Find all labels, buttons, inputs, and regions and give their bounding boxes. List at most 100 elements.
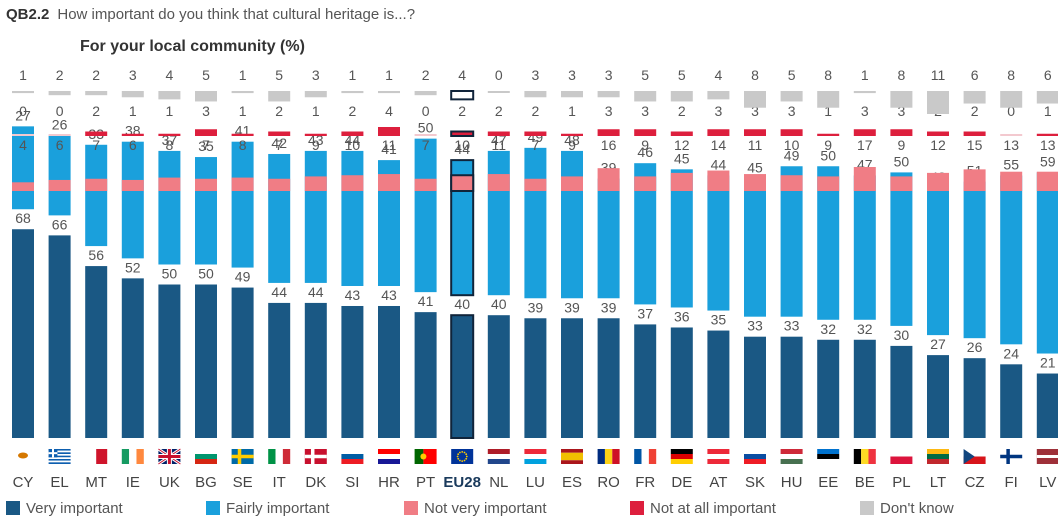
bar-not-at-all-important-si bbox=[341, 131, 364, 136]
bar-fairly-important-bg bbox=[195, 157, 217, 265]
bar-dont-know-dk bbox=[304, 91, 327, 98]
bar-not-at-all-important-lv bbox=[1036, 133, 1058, 136]
value-dont-know-hr: 1 bbox=[385, 67, 393, 83]
category-label-be: BE bbox=[855, 474, 875, 491]
bar-not-very-important-be bbox=[853, 167, 876, 191]
value-fairly-important-cy: 27 bbox=[15, 107, 31, 123]
value-very-important-el: 66 bbox=[52, 216, 68, 232]
value-dont-know-nl: 0 bbox=[495, 67, 503, 83]
bar-dont-know-fr bbox=[634, 91, 657, 102]
value-not-very-important-es: 9 bbox=[568, 137, 576, 153]
category-label-uk: UK bbox=[159, 474, 180, 491]
category-label-pt: PT bbox=[416, 474, 435, 491]
bar-not-at-all-important-ie bbox=[121, 133, 144, 136]
bar-not-at-all-important-hu bbox=[780, 129, 803, 136]
bar-very-important-dk bbox=[304, 302, 327, 438]
bar-not-very-important-bg bbox=[195, 178, 217, 191]
value-not-at-all-important-es: 1 bbox=[568, 103, 576, 119]
bar-dont-know-se bbox=[231, 91, 254, 94]
value-not-very-important-fi: 13 bbox=[1003, 137, 1019, 153]
value-dont-know-fr: 5 bbox=[641, 67, 649, 83]
value-not-at-all-important-uk: 1 bbox=[166, 103, 174, 119]
value-very-important-pt: 41 bbox=[418, 293, 434, 309]
bar-not-at-all-important-pt bbox=[414, 134, 437, 136]
bar-dont-know-it bbox=[268, 91, 291, 102]
flag-pl-icon bbox=[890, 449, 913, 464]
bar-not-very-important-sk bbox=[744, 174, 766, 191]
flag-at-icon bbox=[707, 449, 730, 464]
value-very-important-hr: 43 bbox=[381, 287, 397, 303]
value-dont-know-se: 1 bbox=[239, 67, 247, 83]
category-label-de: DE bbox=[671, 474, 692, 491]
bar-very-important-hr bbox=[378, 305, 400, 438]
value-not-very-important-ro: 16 bbox=[601, 137, 617, 153]
value-not-at-all-important-el: 0 bbox=[56, 103, 64, 119]
value-not-very-important-si: 10 bbox=[345, 137, 361, 153]
value-not-at-all-important-pt: 0 bbox=[422, 103, 430, 119]
flag-dk-icon bbox=[304, 449, 327, 464]
bar-very-important-lv bbox=[1036, 373, 1058, 438]
value-very-important-de: 36 bbox=[674, 308, 690, 324]
value-not-very-important-it: 7 bbox=[275, 137, 283, 153]
bar-very-important-es bbox=[561, 318, 583, 438]
value-not-at-all-important-cy: 0 bbox=[19, 103, 27, 119]
value-not-very-important-de: 12 bbox=[674, 137, 690, 153]
value-not-very-important-lu: 7 bbox=[532, 137, 540, 153]
value-dont-know-cy: 1 bbox=[19, 67, 27, 83]
bar-fairly-important-si bbox=[341, 150, 364, 286]
value-not-at-all-important-ee: 1 bbox=[824, 103, 832, 119]
value-not-very-important-cz: 15 bbox=[967, 137, 983, 153]
flag-cy-icon bbox=[12, 449, 34, 464]
bar-dont-know-de bbox=[670, 91, 693, 102]
bar-not-very-important-el bbox=[48, 179, 71, 191]
value-not-at-all-important-mt: 2 bbox=[92, 103, 100, 119]
legend-item-fairly-important: Fairly important bbox=[206, 500, 329, 517]
bar-fairly-important-pl bbox=[890, 172, 913, 326]
bar-dont-know-sk bbox=[744, 91, 766, 108]
bar-dont-know-lu bbox=[524, 91, 547, 98]
bar-fairly-important-de bbox=[670, 169, 693, 308]
bar-not-at-all-important-cz bbox=[963, 131, 986, 136]
bar-not-at-all-important-el bbox=[48, 134, 71, 136]
value-dont-know-el: 2 bbox=[56, 67, 64, 83]
flag-es-icon bbox=[561, 449, 583, 464]
bar-very-important-hu bbox=[780, 336, 803, 438]
bar-very-important-fr bbox=[634, 324, 657, 438]
flag-hu-icon bbox=[780, 449, 803, 464]
bar-not-very-important-fi bbox=[1000, 171, 1023, 191]
value-fairly-important-fr: 46 bbox=[637, 144, 653, 160]
category-label-lu: LU bbox=[526, 474, 545, 491]
value-not-at-all-important-si: 2 bbox=[349, 103, 357, 119]
value-not-very-important-nl: 11 bbox=[492, 137, 507, 153]
bar-not-very-important-uk bbox=[158, 177, 181, 191]
value-not-very-important-hr: 11 bbox=[382, 137, 397, 153]
bar-dont-know-si bbox=[341, 91, 364, 94]
bar-not-at-all-important-it bbox=[268, 131, 291, 136]
bar-fairly-important-nl bbox=[487, 150, 510, 296]
bar-dont-know-hu bbox=[780, 91, 803, 102]
bar-dont-know-fi bbox=[1000, 91, 1023, 108]
bar-very-important-nl bbox=[487, 315, 510, 438]
value-very-important-se: 49 bbox=[235, 269, 251, 285]
value-not-at-all-important-pl: 3 bbox=[898, 103, 906, 119]
value-very-important-uk: 50 bbox=[162, 266, 178, 282]
bar-not-very-important-eu28 bbox=[450, 174, 475, 192]
legend-swatch-dont-know bbox=[860, 501, 874, 515]
value-dont-know-sk: 8 bbox=[751, 67, 759, 83]
value-not-at-all-important-dk: 1 bbox=[312, 103, 320, 119]
bar-very-important-pl bbox=[890, 345, 913, 438]
legend-label-not-at-all-important: Not at all important bbox=[650, 500, 776, 517]
category-label-dk: DK bbox=[305, 474, 326, 491]
bar-very-important-se bbox=[231, 287, 254, 438]
bar-not-at-all-important-ro bbox=[597, 129, 620, 136]
legend-swatch-fairly-important bbox=[206, 501, 220, 515]
value-very-important-lv: 21 bbox=[1040, 355, 1056, 371]
bar-not-at-all-important-dk bbox=[304, 133, 327, 136]
bar-dont-know-uk bbox=[158, 91, 181, 100]
value-not-very-important-be: 17 bbox=[857, 137, 873, 153]
flag-cz-icon bbox=[963, 449, 986, 464]
value-very-important-nl: 40 bbox=[491, 296, 507, 312]
bar-not-at-all-important-fr bbox=[634, 129, 657, 136]
bar-very-important-ro bbox=[597, 318, 620, 438]
bar-not-very-important-it bbox=[268, 178, 291, 191]
